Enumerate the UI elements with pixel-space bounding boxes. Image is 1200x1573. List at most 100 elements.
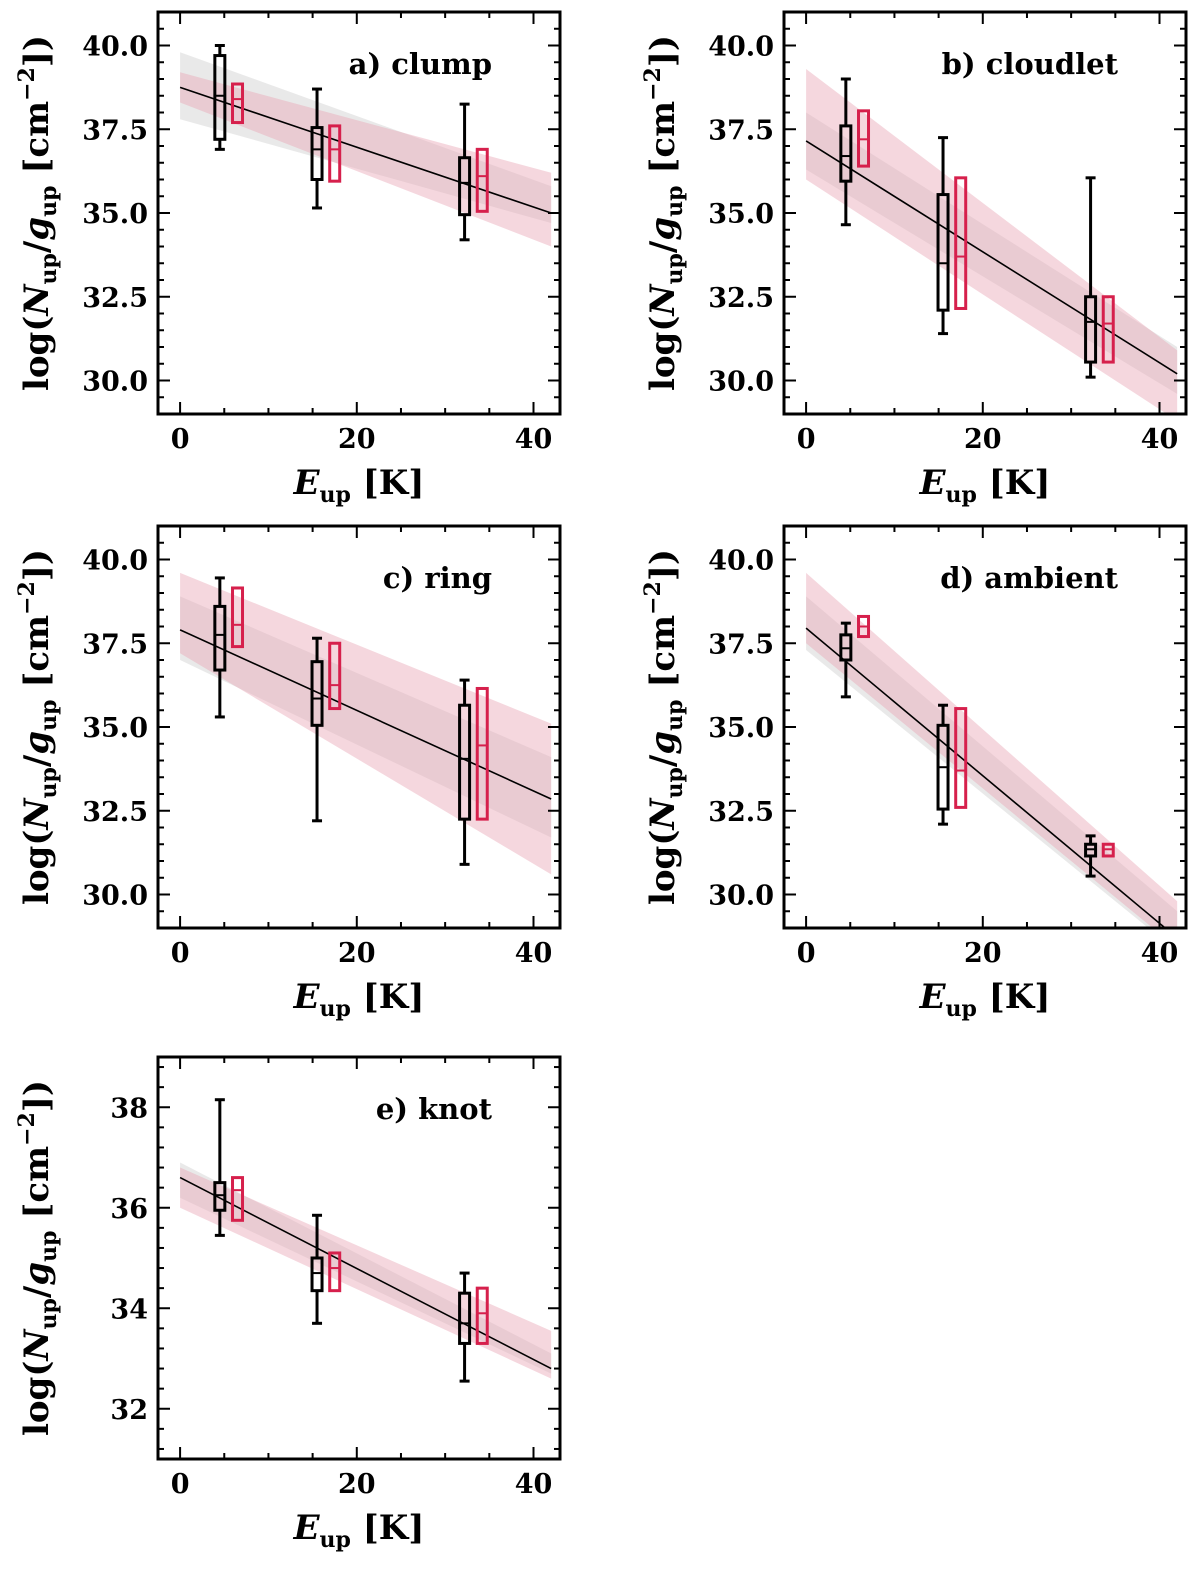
y-tick-label: 35.0 [708, 199, 774, 230]
black-box-marker [213, 44, 227, 151]
black-box-marker [936, 703, 950, 826]
x-tick-label: 20 [338, 938, 376, 969]
red-box-marker [328, 641, 342, 711]
y-tick-label: 35.0 [708, 713, 774, 744]
y-tick-label: 32.5 [708, 797, 774, 828]
y-title-slash: / [17, 1285, 57, 1298]
pink-uncertainty-band [180, 572, 552, 875]
black-box-marker [213, 576, 227, 719]
y-title-unit-exponent: −2 [14, 1112, 40, 1146]
panel-label: d) ambient [940, 561, 1118, 595]
y-tick-label: 30.0 [708, 367, 774, 398]
red-box-marker [954, 176, 968, 310]
red-box [231, 1176, 245, 1222]
y-title-g: g [17, 1262, 57, 1286]
x-tick-label: 20 [964, 424, 1002, 455]
y-tick-label: 32.5 [82, 797, 148, 828]
panel-ambient: 0 20 40 30.0 32.5 35.0 37.5 40.0 d) ambient Eup [… [640, 524, 1188, 1022]
fit-line [179, 629, 552, 800]
x-tick-label: 40 [515, 938, 553, 969]
panel-cloudlet: 0 20 40 30.0 32.5 35.0 37.5 40.0 b) cloudlet Eup … [640, 10, 1188, 508]
y-title-unit: [cm [17, 1146, 57, 1231]
x-title-subscript: up [945, 482, 976, 508]
black-box-marker [458, 1271, 472, 1383]
y-tick-label: 34 [110, 1294, 148, 1325]
x-title-unit: [K] [351, 463, 425, 503]
x-title-unit: [K] [977, 463, 1051, 503]
red-box-marker [231, 82, 245, 125]
x-tick-label: 20 [964, 938, 1002, 969]
black-box-marker [1084, 834, 1098, 878]
black-box [310, 1256, 324, 1293]
red-box [328, 124, 342, 183]
red-box-marker [857, 109, 871, 168]
y-title-N-subscript: up [36, 767, 62, 798]
y-title-g-subscript: up [662, 186, 688, 217]
y-title-unit-exponent: −2 [640, 581, 666, 615]
x-title-symbol: E [293, 977, 321, 1017]
y-title-N-subscript: up [662, 767, 688, 798]
y-tick-label: 35.0 [82, 713, 148, 744]
black-box-marker [310, 636, 324, 823]
black-box [310, 660, 324, 727]
y-title-unit-close: ]) [17, 1080, 57, 1112]
black-box-marker [310, 87, 324, 210]
x-tick-label: 40 [1141, 424, 1179, 455]
red-box-marker [231, 586, 245, 649]
x-axis-title: Eup [K] [919, 463, 1051, 508]
x-title-symbol: E [293, 1508, 321, 1548]
y-title-g-subscript: up [36, 186, 62, 217]
y-title-g-subscript: up [36, 1231, 62, 1262]
y-axis-title: log(Nup/gup [cm−2]) [640, 35, 688, 391]
y-title-g: g [17, 731, 57, 755]
red-box [954, 176, 968, 310]
y-title-g: g [17, 217, 57, 241]
pink-uncertainty-band [806, 68, 1178, 414]
plot-area [805, 68, 1178, 414]
fit-line [805, 627, 1167, 928]
y-title-slash: / [643, 754, 683, 767]
y-tick-label: 40.0 [708, 546, 774, 577]
y-title-unit-exponent: −2 [14, 581, 40, 615]
black-box [936, 193, 950, 312]
x-tick-label: 0 [797, 424, 816, 455]
x-tick-label: 0 [797, 938, 816, 969]
y-title-unit: [cm [643, 615, 683, 700]
y-title-unit-close: ]) [643, 35, 683, 67]
red-box [475, 147, 489, 213]
x-tick-label: 40 [515, 1469, 553, 1500]
red-box [1101, 295, 1115, 364]
y-title-prefix: log( [17, 316, 57, 391]
y-tick-label: 36 [110, 1194, 148, 1225]
red-box [231, 82, 245, 125]
x-title-symbol: E [293, 463, 321, 503]
panel-label: a) clump [349, 47, 492, 81]
y-title-prefix: log( [17, 830, 57, 905]
y-tick-label: 40.0 [708, 32, 774, 63]
red-box-marker [328, 1251, 342, 1293]
red-box-marker [231, 1176, 245, 1222]
y-title-unit-close: ]) [17, 549, 57, 581]
y-tick-label: 30.0 [708, 881, 774, 912]
panel-clump: 0 20 40 30.0 32.5 35.0 37.5 40.0 a) clump Eup [K]… [14, 10, 562, 508]
black-box-marker [458, 102, 472, 242]
y-tick-label: 30.0 [82, 367, 148, 398]
black-box-marker [839, 621, 853, 699]
x-title-subscript: up [945, 996, 976, 1022]
y-tick-label: 32.5 [708, 283, 774, 314]
y-tick-label: 35.0 [82, 199, 148, 230]
black-box [1084, 295, 1098, 364]
black-box [839, 124, 853, 183]
x-title-subscript: up [319, 1527, 350, 1553]
black-box [458, 703, 472, 821]
red-box [954, 707, 968, 809]
y-tick-label: 37.5 [708, 629, 774, 660]
panel-label: b) cloudlet [942, 47, 1119, 81]
red-box-marker [328, 124, 342, 183]
plot-area [805, 572, 1178, 928]
y-title-N: N [643, 797, 683, 831]
y-axis-title: log(Nup/gup [cm−2]) [14, 1080, 62, 1436]
x-axis-title: Eup [K] [293, 463, 425, 508]
y-title-prefix: log( [643, 830, 683, 905]
